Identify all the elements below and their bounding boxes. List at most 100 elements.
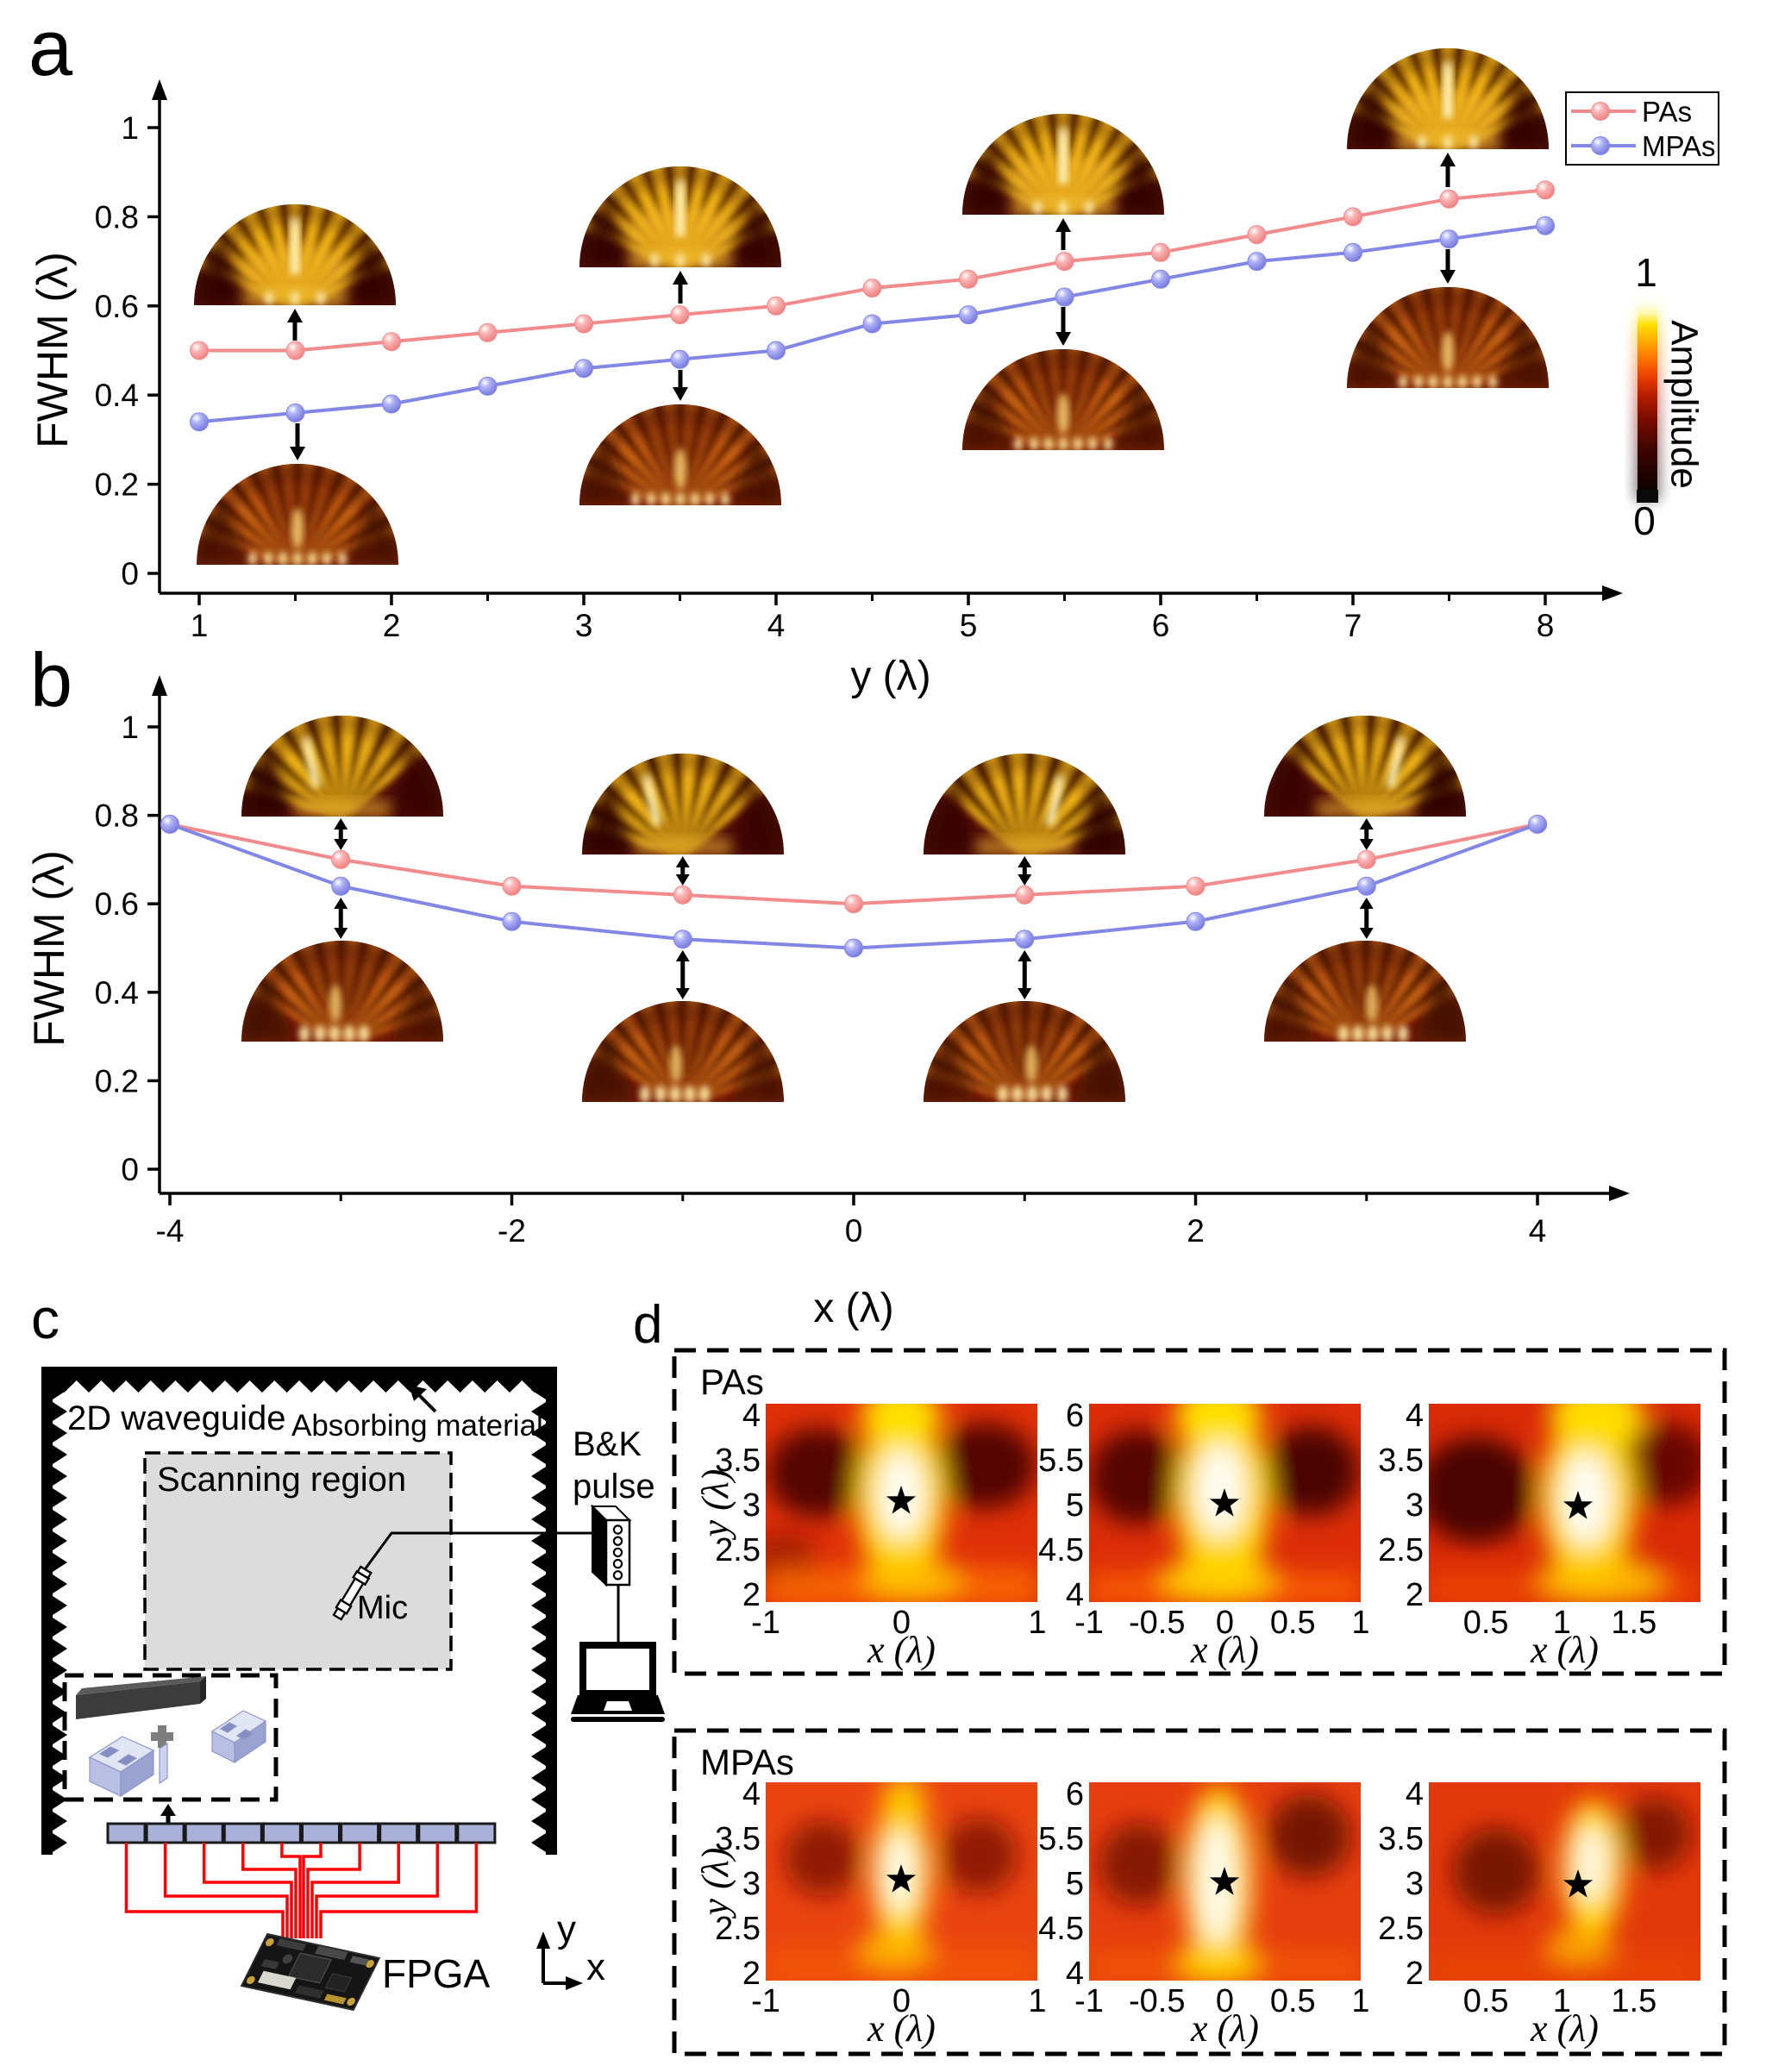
svg-text:2: 2 bbox=[742, 1956, 761, 1992]
svg-text:0: 0 bbox=[1633, 498, 1656, 543]
svg-text:1: 1 bbox=[1028, 1605, 1046, 1641]
svg-text:7: 7 bbox=[1344, 608, 1362, 643]
svg-text:0.2: 0.2 bbox=[95, 467, 139, 503]
svg-text:0.5: 0.5 bbox=[1463, 1605, 1509, 1641]
svg-text:0: 0 bbox=[1216, 1983, 1234, 2019]
svg-text:FWHM (λ): FWHM (λ) bbox=[25, 850, 73, 1047]
svg-text:Amplitude: Amplitude bbox=[1663, 320, 1705, 489]
svg-text:4: 4 bbox=[742, 1776, 761, 1812]
svg-text:2.5: 2.5 bbox=[1378, 1532, 1424, 1568]
svg-text:1: 1 bbox=[191, 608, 209, 643]
svg-text:0.8: 0.8 bbox=[95, 199, 139, 235]
svg-text:4.5: 4.5 bbox=[1038, 1532, 1084, 1568]
svg-text:0.5: 0.5 bbox=[1463, 1983, 1509, 2019]
svg-text:-1: -1 bbox=[1074, 1605, 1104, 1641]
svg-text:2.5: 2.5 bbox=[1378, 1911, 1424, 1947]
svg-text:0: 0 bbox=[892, 1983, 911, 2019]
svg-text:-4: -4 bbox=[156, 1213, 185, 1249]
svg-text:4: 4 bbox=[1406, 1398, 1424, 1434]
svg-text:-1: -1 bbox=[1074, 1983, 1104, 2019]
svg-text:0.5: 0.5 bbox=[1270, 1605, 1316, 1641]
svg-text:c: c bbox=[31, 1286, 59, 1350]
svg-text:2: 2 bbox=[383, 608, 401, 643]
svg-text:-0.5: -0.5 bbox=[1129, 1605, 1185, 1641]
svg-text:-2: -2 bbox=[498, 1213, 526, 1249]
svg-text:x (λ): x (λ) bbox=[813, 1286, 893, 1331]
svg-text:1: 1 bbox=[121, 110, 139, 146]
svg-text:0: 0 bbox=[121, 1152, 139, 1187]
svg-text:2.5: 2.5 bbox=[715, 1911, 761, 1947]
svg-text:y: y bbox=[557, 1908, 576, 1950]
svg-text:0: 0 bbox=[1216, 1605, 1234, 1641]
svg-text:0: 0 bbox=[121, 556, 139, 592]
svg-text:2: 2 bbox=[742, 1577, 761, 1613]
svg-text:y (λ): y (λ) bbox=[694, 1848, 736, 1919]
svg-text:x (λ): x (λ) bbox=[1190, 2007, 1259, 2050]
svg-text:1: 1 bbox=[1028, 1983, 1046, 2019]
svg-text:5: 5 bbox=[960, 608, 978, 643]
svg-text:4: 4 bbox=[1066, 1956, 1084, 1992]
svg-text:x: x bbox=[586, 1946, 605, 1988]
svg-text:0.2: 0.2 bbox=[95, 1063, 139, 1099]
svg-text:2: 2 bbox=[1406, 1956, 1424, 1992]
svg-text:4: 4 bbox=[767, 608, 786, 643]
svg-text:5.5: 5.5 bbox=[1038, 1443, 1084, 1479]
svg-text:d: d bbox=[633, 1295, 662, 1355]
svg-text:2: 2 bbox=[1187, 1213, 1205, 1249]
svg-text:3: 3 bbox=[742, 1866, 761, 1902]
svg-text:x (λ): x (λ) bbox=[867, 1629, 936, 1671]
svg-text:b: b bbox=[30, 637, 72, 723]
svg-text:3: 3 bbox=[1406, 1866, 1424, 1902]
svg-text:0.8: 0.8 bbox=[95, 798, 139, 834]
svg-text:0.4: 0.4 bbox=[95, 378, 139, 413]
svg-text:-1: -1 bbox=[751, 1983, 780, 2019]
svg-text:FWHM (λ): FWHM (λ) bbox=[28, 252, 77, 448]
svg-text:4: 4 bbox=[1406, 1776, 1424, 1812]
svg-text:FPGA: FPGA bbox=[382, 1951, 491, 1996]
svg-text:3: 3 bbox=[1406, 1487, 1424, 1524]
svg-text:1: 1 bbox=[121, 710, 139, 745]
svg-text:pulse: pulse bbox=[573, 1468, 655, 1505]
svg-text:3.5: 3.5 bbox=[715, 1443, 761, 1479]
svg-text:4.5: 4.5 bbox=[1038, 1911, 1084, 1947]
svg-text:3: 3 bbox=[575, 608, 593, 643]
svg-text:0.6: 0.6 bbox=[95, 289, 139, 324]
svg-text:3.5: 3.5 bbox=[1378, 1821, 1424, 1857]
svg-text:5: 5 bbox=[1066, 1866, 1084, 1902]
svg-text:1: 1 bbox=[1351, 1983, 1369, 2019]
svg-text:0.4: 0.4 bbox=[95, 975, 139, 1011]
svg-text:Mic: Mic bbox=[357, 1590, 408, 1626]
svg-text:x (λ): x (λ) bbox=[867, 2007, 936, 2050]
svg-text:a: a bbox=[28, 4, 73, 92]
svg-text:1: 1 bbox=[1635, 250, 1657, 295]
svg-text:B&K: B&K bbox=[573, 1425, 642, 1463]
svg-text:1.5: 1.5 bbox=[1611, 1605, 1656, 1641]
svg-text:3: 3 bbox=[742, 1487, 761, 1524]
svg-text:MPAs: MPAs bbox=[1642, 130, 1716, 162]
svg-text:0: 0 bbox=[892, 1605, 911, 1641]
svg-text:PAs: PAs bbox=[1642, 96, 1692, 128]
svg-text:6: 6 bbox=[1066, 1398, 1084, 1434]
svg-text:1: 1 bbox=[1553, 1983, 1571, 2019]
svg-text:x (λ): x (λ) bbox=[1190, 1629, 1259, 1671]
svg-text:1: 1 bbox=[1351, 1605, 1369, 1641]
svg-text:2: 2 bbox=[1406, 1577, 1424, 1613]
svg-text:2.5: 2.5 bbox=[715, 1532, 761, 1568]
svg-text:-0.5: -0.5 bbox=[1129, 1983, 1185, 2019]
svg-text:x (λ): x (λ) bbox=[1530, 2007, 1599, 2050]
svg-text:y (λ): y (λ) bbox=[694, 1469, 736, 1541]
svg-text:-1: -1 bbox=[751, 1605, 780, 1641]
svg-text:3.5: 3.5 bbox=[1378, 1443, 1424, 1479]
svg-text:MPAs: MPAs bbox=[700, 1742, 794, 1782]
svg-text:0.6: 0.6 bbox=[95, 886, 139, 922]
svg-text:6: 6 bbox=[1066, 1776, 1084, 1812]
svg-text:Absorbing material: Absorbing material bbox=[291, 1409, 543, 1443]
svg-text:5.5: 5.5 bbox=[1038, 1821, 1084, 1857]
svg-text:0.5: 0.5 bbox=[1270, 1983, 1316, 2019]
svg-text:Scanning region: Scanning region bbox=[157, 1461, 406, 1499]
svg-text:5: 5 bbox=[1066, 1487, 1084, 1524]
svg-text:4: 4 bbox=[1529, 1213, 1547, 1249]
svg-text:x (λ): x (λ) bbox=[1530, 1629, 1599, 1671]
svg-text:1: 1 bbox=[1553, 1605, 1571, 1641]
svg-text:4: 4 bbox=[742, 1398, 761, 1434]
